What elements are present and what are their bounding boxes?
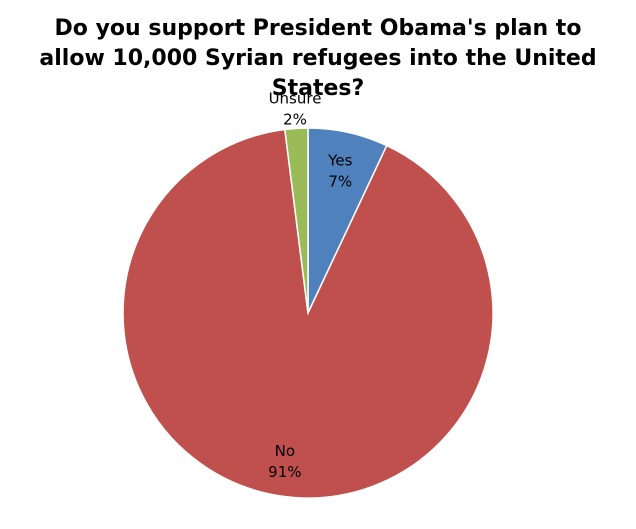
category-label: Unsure (269, 89, 322, 107)
value-label: 91% (268, 463, 301, 481)
value-label: 7% (328, 173, 352, 191)
data-label: No 91% (268, 442, 301, 481)
category-label: No (275, 442, 295, 460)
value-label: 2% (283, 110, 307, 128)
category-label: Yes (327, 152, 352, 170)
data-label: Yes 7% (327, 152, 352, 191)
data-label: Unsure 2% (269, 89, 322, 128)
pie-slice (283, 127, 309, 314)
pie-slice (122, 128, 494, 499)
chart-title: Do you support President Obama's plan to… (39, 16, 597, 101)
